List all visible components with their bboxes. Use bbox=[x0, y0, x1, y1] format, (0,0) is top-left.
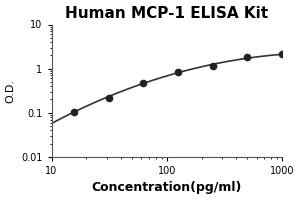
X-axis label: Concentration(pg/ml): Concentration(pg/ml) bbox=[92, 181, 242, 194]
Title: Human MCP-1 ELISA Kit: Human MCP-1 ELISA Kit bbox=[65, 6, 268, 21]
Y-axis label: O.D.: O.D. bbox=[6, 79, 16, 103]
